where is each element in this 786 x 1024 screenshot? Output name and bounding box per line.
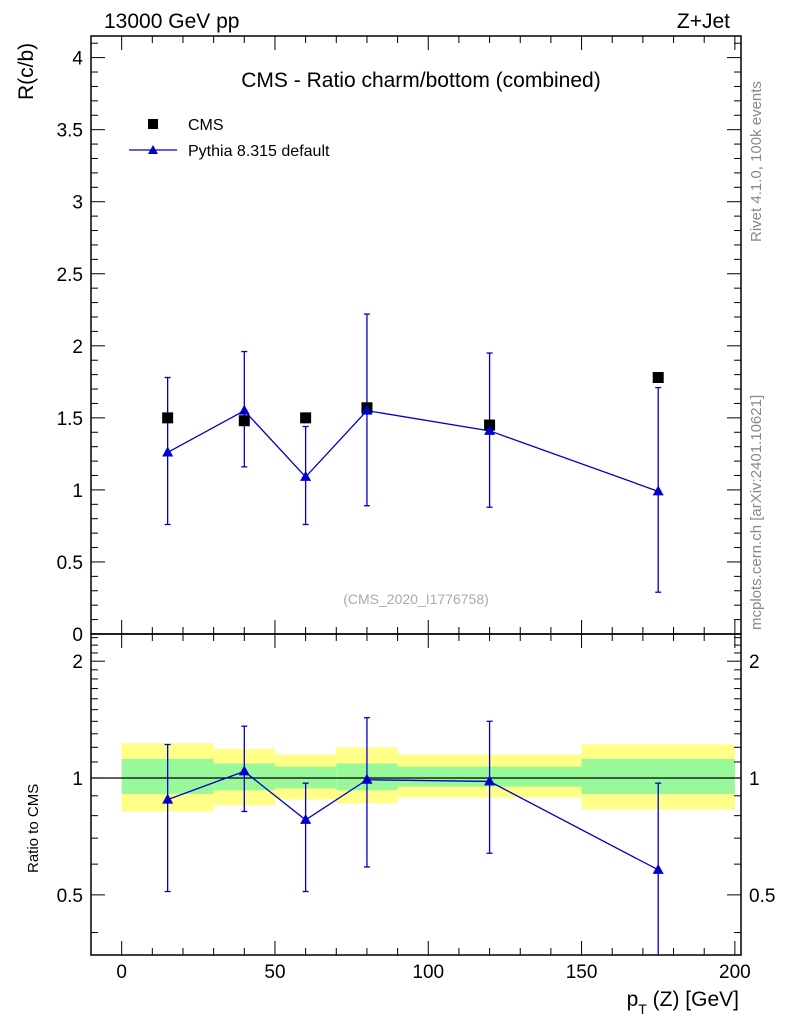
x-tick-label: 100	[412, 962, 444, 983]
ratio-ytick-label: 0.5	[57, 886, 83, 907]
rivet-info-label: Rivet 4.1.0, 100k events	[748, 81, 765, 242]
main-ytick-label: 1	[72, 481, 83, 502]
ratio-data-point	[162, 793, 174, 804]
watermark-label: (CMS_2020_I1776758)	[343, 591, 489, 607]
main-ytick-label: 0.5	[57, 553, 83, 574]
ratio-data-point	[652, 863, 664, 874]
ratio-y-axis-label: Ratio to CMS	[25, 784, 42, 873]
x-axis-label: pT (Z) [GeV]	[627, 988, 739, 1017]
main-ytick-label: 2.5	[57, 265, 83, 286]
ratio-y-ticks: 0.5 0.5 1 1 2 2	[57, 637, 775, 933]
main-data-layer	[162, 313, 664, 593]
main-y-axis-label: R(c/b)	[15, 43, 38, 100]
ratio-data-layer	[162, 717, 664, 955]
mcplots-label: mcplots.cern.ch [arXiv:2401.10621]	[748, 395, 765, 630]
ratio-panel: 0.5 0.5 1 1 2 2 0 50 100 150 200 Ratio to CMS pT …	[25, 633, 775, 1017]
main-panel: 0 0.5 1 1.5 2 2.5 3 3.5 4 CMS - Ratio charm/bott…	[15, 35, 742, 646]
ratio-ytick-label-right: 0.5	[749, 886, 775, 907]
pythia-data-point	[652, 485, 664, 496]
main-title: CMS - Ratio charm/bottom (combined)	[241, 69, 600, 92]
main-ytick-label: 4	[72, 49, 83, 70]
x-tick-label: 200	[719, 962, 751, 983]
main-ytick-label: 0	[72, 625, 83, 646]
cms-data-point	[162, 412, 174, 424]
main-ytick-label: 1.5	[57, 409, 83, 430]
x-axis-label-sub: T	[638, 1001, 647, 1017]
ratio-data-point	[238, 765, 250, 776]
header-process-label: Z+Jet	[677, 10, 730, 33]
x-tick-label: 50	[264, 962, 285, 983]
legend-cms-label: CMS	[188, 117, 224, 134]
pythia-data-point	[484, 424, 496, 435]
legend-pythia-marker	[148, 145, 158, 154]
x-tick-label: 0	[116, 962, 127, 983]
cms-data-point	[300, 412, 312, 424]
x-axis-label-main: p	[627, 988, 639, 1011]
ratio-ytick-label-right: 2	[749, 652, 760, 673]
pythia-data-point	[238, 404, 250, 415]
x-tick-label: 150	[566, 962, 598, 983]
ratio-frame	[90, 633, 742, 956]
ratio-data-point	[300, 813, 312, 824]
ratio-data-point	[361, 773, 373, 784]
x-axis-label-rest: (Z) [GeV]	[647, 988, 739, 1011]
main-x-ticks	[90, 36, 736, 634]
ratio-ytick-label: 1	[72, 769, 83, 790]
ratio-pythia-line	[167, 770, 659, 871]
ratio-ytick-label: 2	[72, 652, 83, 673]
ratio-data-point	[484, 775, 496, 786]
legend-cms-marker	[148, 119, 158, 129]
ratio-uncertainty-bands	[91, 743, 741, 812]
main-y-ticks: 0 0.5 1 1.5 2 2.5 3 3.5 4	[57, 42, 741, 646]
main-ytick-label: 3	[72, 193, 83, 214]
ratio-x-ticks: 0 50 100 150 200	[90, 633, 751, 983]
pythia-data-point	[300, 470, 312, 481]
pythia-data-point	[361, 404, 373, 415]
cms-data-point	[238, 415, 250, 427]
pythia-line	[167, 409, 659, 492]
ratio-ytick-label-right: 1	[749, 769, 760, 790]
pythia-data-point	[162, 446, 174, 457]
main-ytick-label: 3.5	[57, 121, 83, 142]
main-ytick-label: 2	[72, 337, 83, 358]
legend-pythia-label: Pythia 8.315 default	[188, 143, 330, 160]
header-energy-label: 13000 GeV pp	[104, 10, 239, 33]
legend: CMS Pythia 8.315 default	[129, 117, 330, 160]
cms-data-point	[652, 372, 664, 384]
